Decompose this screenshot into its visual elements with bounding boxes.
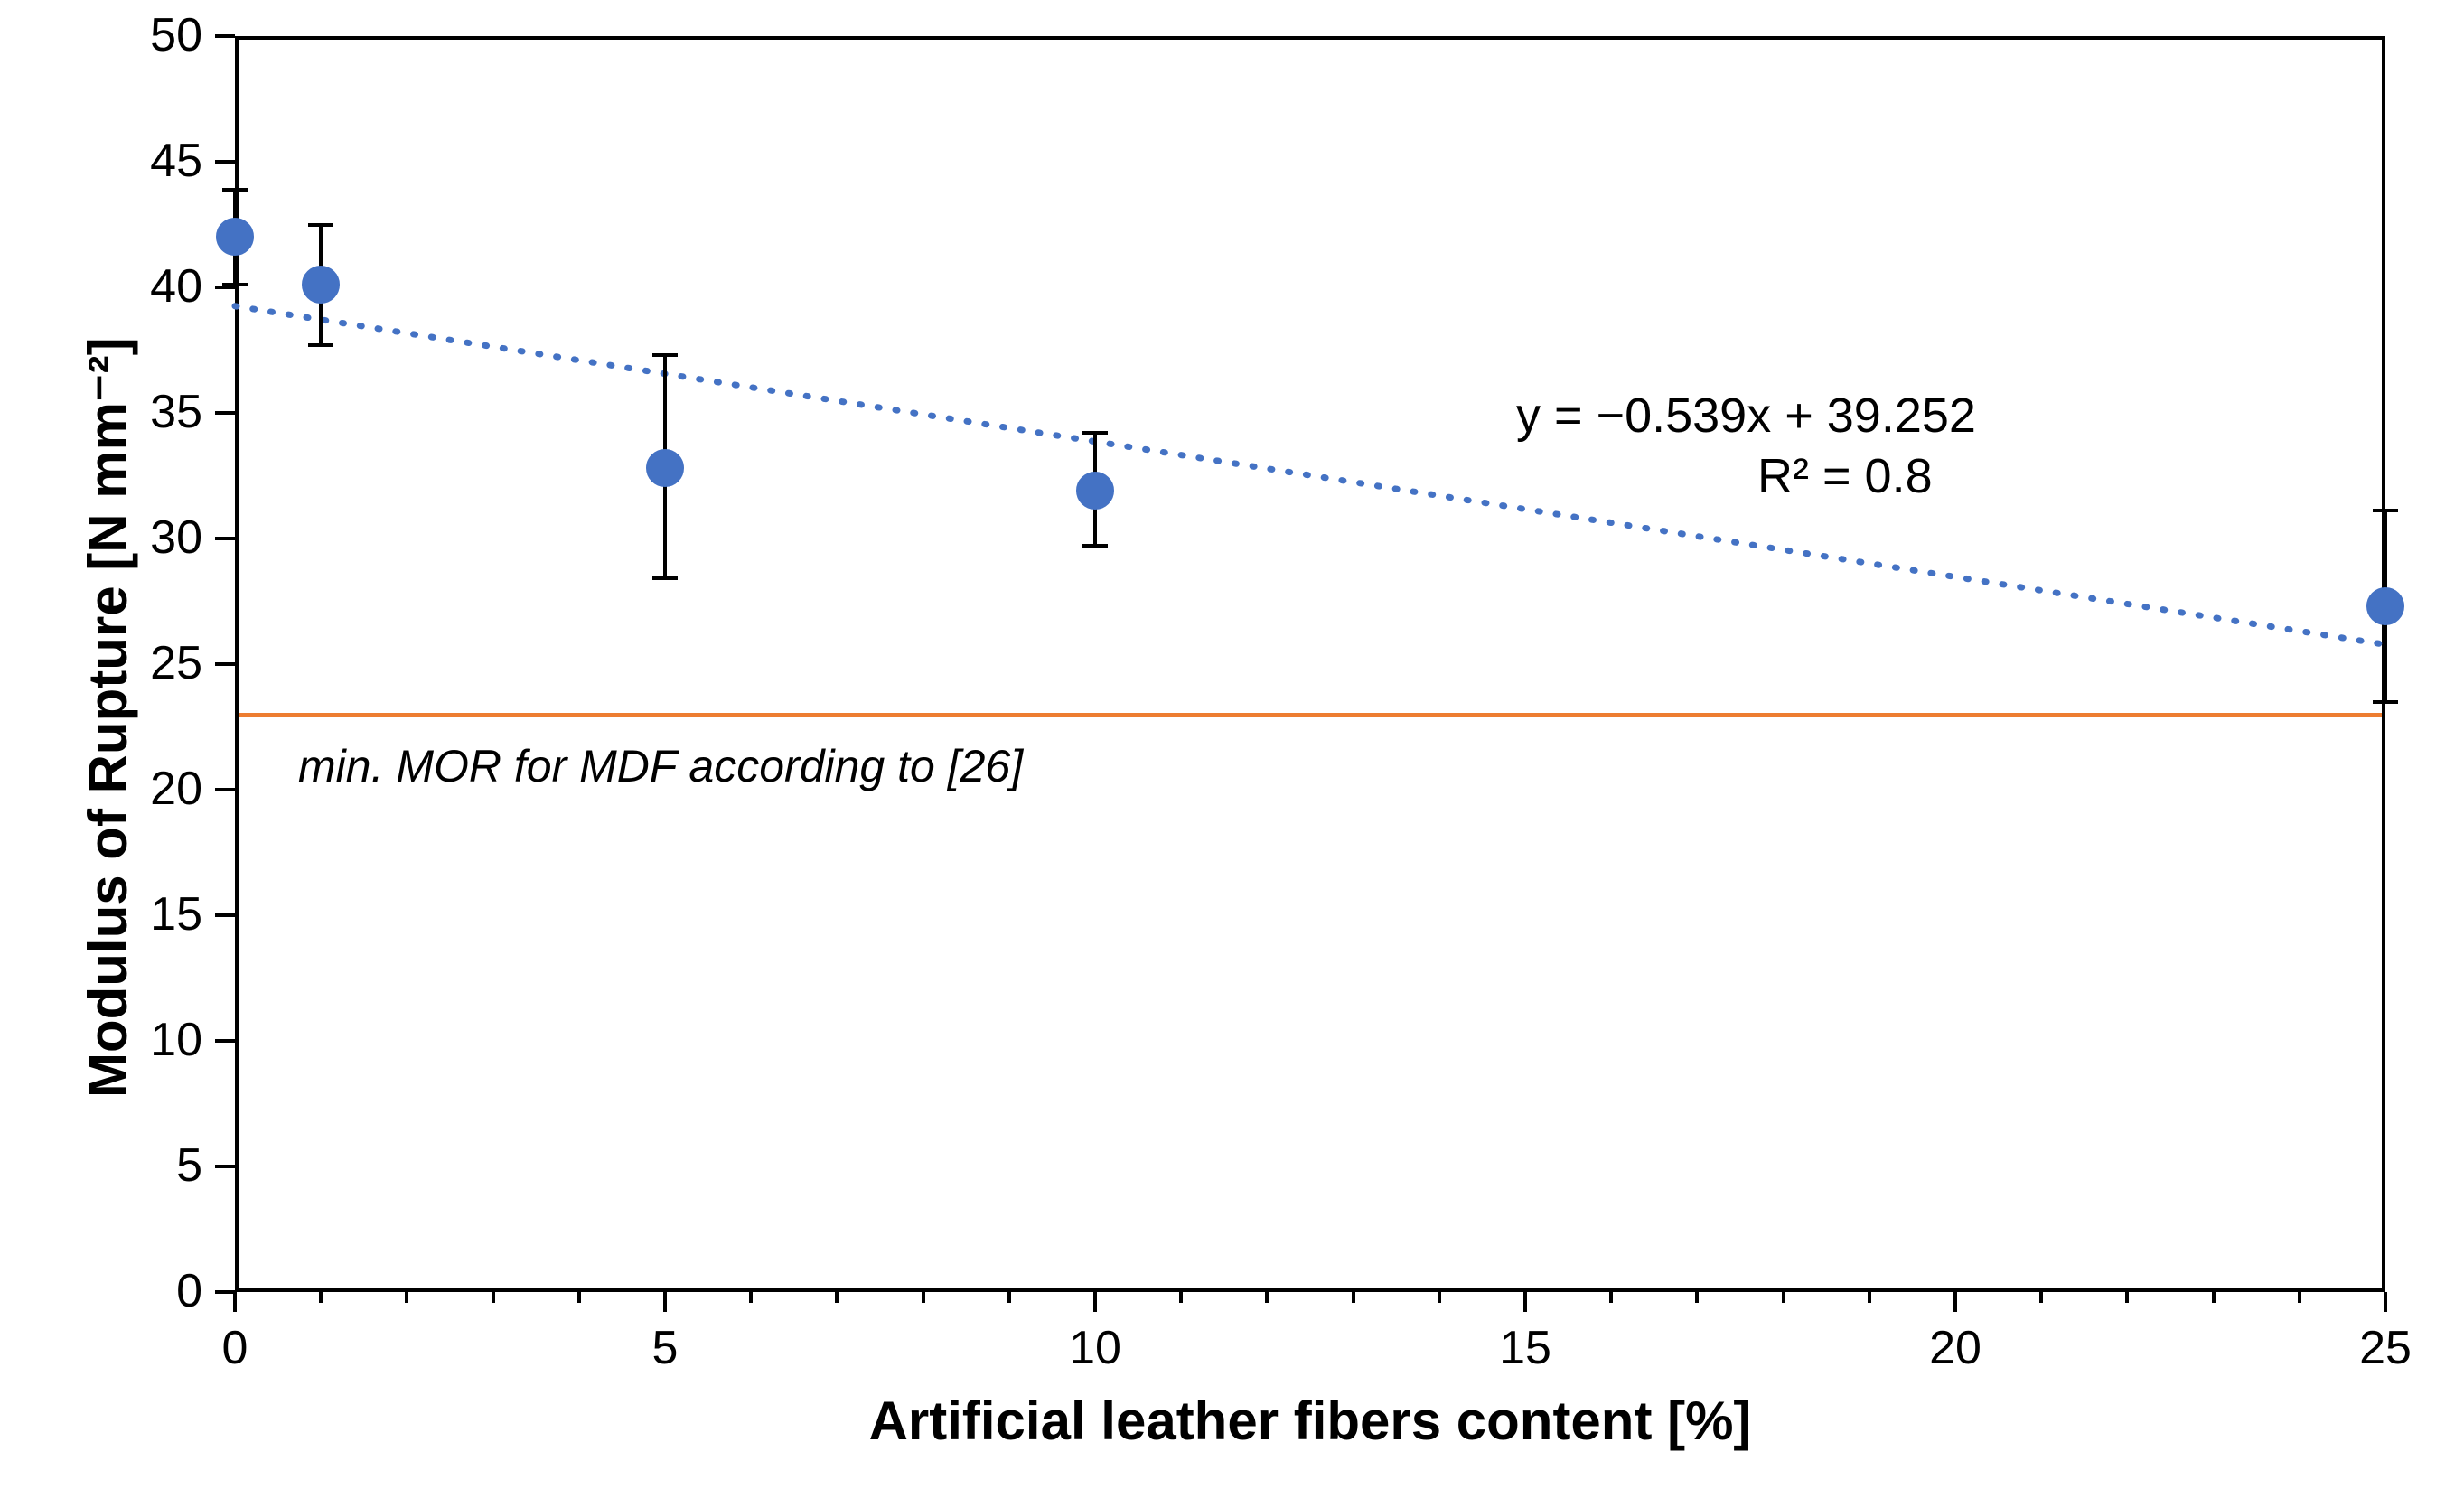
data-point (646, 449, 684, 487)
data-point (302, 266, 340, 304)
y-tick-label: 35 (150, 385, 202, 439)
x-tick-label: 20 (1919, 1321, 1991, 1375)
trendline-r2: R² = 0.8 (1757, 448, 1933, 504)
x-tick-label: 5 (629, 1321, 701, 1375)
data-point (216, 218, 254, 256)
trendline-equation: y = −0.539x + 39.252 (1516, 388, 1976, 444)
y-tick-label: 40 (150, 259, 202, 314)
trendline (235, 36, 2385, 1292)
y-tick-label: 10 (150, 1013, 202, 1067)
x-axis-title: Artificial leather fibers content [%] (235, 1390, 2385, 1452)
y-tick-label: 0 (176, 1264, 202, 1318)
y-tick-label: 30 (150, 510, 202, 565)
y-axis-title: Modulus of Rupture [N mm⁻²] (77, 337, 140, 1098)
x-tick-label: 10 (1059, 1321, 1131, 1375)
x-tick-label: 0 (199, 1321, 271, 1375)
data-point (1076, 472, 1114, 510)
y-tick-label: 45 (150, 134, 202, 188)
data-point (2366, 587, 2404, 625)
y-tick-label: 50 (150, 8, 202, 62)
y-tick-label: 20 (150, 762, 202, 816)
x-tick-label: 25 (2349, 1321, 2422, 1375)
mor-scatter-chart: 051015202530354045500510152025Modulus of… (0, 0, 2464, 1508)
y-tick-label: 15 (150, 887, 202, 941)
x-tick-label: 15 (1489, 1321, 1561, 1375)
y-tick-label: 5 (176, 1138, 202, 1193)
y-tick-label: 25 (150, 636, 202, 690)
